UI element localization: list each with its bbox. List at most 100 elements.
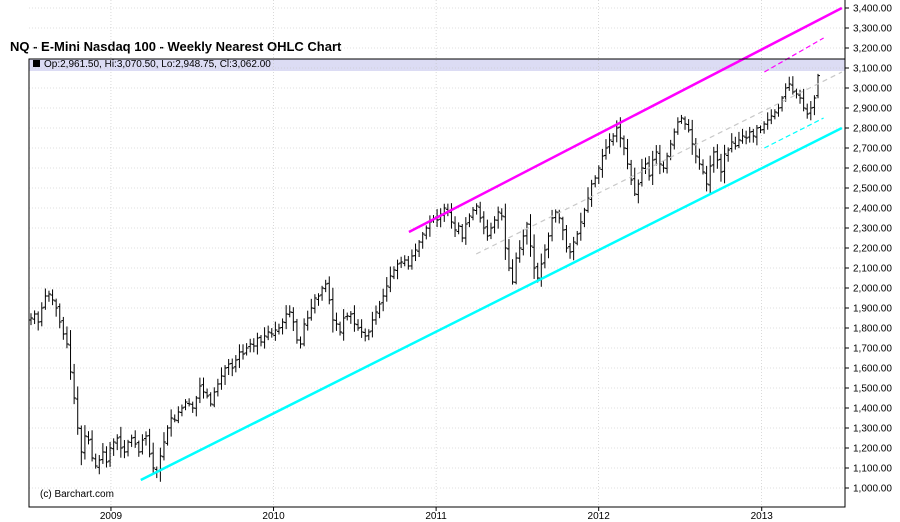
ohlc-bar: [718, 153, 723, 182]
upper-channel-dashed-line: [764, 37, 824, 73]
ohlc-bar: [241, 344, 246, 360]
ohlc-bar: [179, 404, 184, 417]
x-tick-label: 2013: [751, 511, 774, 522]
y-tick-label: 3,200.00: [853, 44, 892, 55]
ohlc-bar: [751, 128, 756, 143]
ohlc-bar: [754, 124, 759, 146]
ohlc-bar: [143, 431, 148, 446]
ohlc-bar: [672, 128, 677, 150]
ohlc-bar: [701, 159, 706, 175]
ohlc-bar: [460, 224, 465, 243]
ohlc-bar: [269, 328, 274, 338]
ohlc-bar: [172, 414, 177, 423]
ohlc-bar: [568, 243, 573, 259]
ohlc-bar: [729, 133, 734, 153]
ohlc-bar: [478, 201, 483, 223]
y-tick-label: 2,200.00: [853, 244, 892, 255]
ohlc-bar: [29, 313, 33, 326]
ohlc-bar: [309, 298, 314, 321]
x-axis-ticks: 2009 2010 2011 2012 2013: [100, 507, 773, 522]
ohlc-bar: [118, 426, 123, 458]
ohlc-bar: [409, 249, 414, 270]
y-tick-label: 1,100.00: [853, 464, 892, 475]
ohlc-bar: [499, 208, 504, 221]
ohlc-bar: [194, 395, 199, 417]
ohlc-bar: [812, 95, 817, 116]
ohlc-bar: [564, 225, 569, 253]
ohlc-bar: [176, 406, 181, 424]
ohlc-bar: [147, 428, 152, 458]
ohlc-bar: [262, 327, 267, 349]
ohlc-bar: [654, 145, 659, 166]
ohlc-bar: [704, 165, 709, 192]
ohlc-bar: [356, 319, 361, 331]
ohlc-bar: [481, 211, 486, 235]
ohlc-bar: [575, 230, 580, 246]
ohlc-bar: [693, 138, 698, 164]
ohlc-bar: [46, 290, 51, 302]
ohlc-bar: [679, 114, 684, 124]
ohlc-bar: [82, 425, 87, 460]
y-tick-label: 1,600.00: [853, 364, 892, 375]
y-tick-label: 2,700.00: [853, 144, 892, 155]
ohlc-bar: [808, 101, 813, 121]
ohlc-bar: [801, 88, 806, 112]
ohlc-bar: [769, 109, 774, 125]
ohlc-bar: [273, 321, 278, 341]
ohlc-bar: [122, 440, 127, 459]
ohlc-bar: [341, 309, 346, 341]
ohlc-bar: [427, 215, 432, 237]
ohlc-bar: [305, 310, 310, 331]
ohlc-bar: [330, 287, 335, 333]
ohlc-bar: [266, 325, 271, 341]
y-tick-label: 1,200.00: [853, 444, 892, 455]
grid-lines: [29, 0, 845, 507]
ohlc-bar: [54, 298, 59, 317]
ohlc-bar: [503, 203, 508, 260]
y-tick-label: 3,300.00: [853, 24, 892, 35]
ohlc-bar: [596, 165, 601, 185]
ohlc-bar: [708, 155, 713, 195]
ohlc-bar: [291, 307, 296, 332]
ohlc-bar: [686, 119, 691, 133]
ohlc-bar: [571, 236, 576, 261]
ohlc-bar: [453, 216, 458, 238]
ohlc-bar: [230, 358, 235, 377]
ohlc-bar: [366, 329, 371, 341]
ohlc-bar: [75, 386, 80, 435]
y-tick-label: 1,000.00: [853, 484, 892, 495]
ohlc-bar: [287, 305, 292, 318]
ohlc-bar: [629, 159, 634, 186]
trend-lines: [140, 6, 843, 482]
ohlc-bar: [632, 167, 637, 197]
ohlc-bar: [161, 432, 166, 461]
ohlc-bar: [463, 217, 468, 245]
ohlc-bar: [578, 212, 583, 241]
ohlc-bar: [258, 335, 263, 347]
ohlc-bar: [675, 117, 680, 135]
ohlc-bar: [747, 126, 752, 143]
ohlc-bar: [338, 321, 343, 336]
ohlc-bar: [456, 222, 461, 235]
y-tick-label: 2,300.00: [853, 224, 892, 235]
ohlc-bar: [780, 95, 785, 112]
ohlc-bar: [316, 293, 321, 306]
ohlc-bar: [496, 206, 501, 229]
ohlc-bar: [126, 439, 131, 457]
ohlc-bar: [140, 434, 145, 455]
ohlc-bar: [244, 343, 249, 356]
ohlc-bar: [550, 209, 555, 242]
ohlc-bar: [603, 139, 608, 160]
y-tick-label: 1,900.00: [853, 304, 892, 315]
ohlc-bar: [381, 288, 386, 312]
ohlc-bar: [280, 318, 285, 335]
ohlc-bar: [467, 213, 472, 228]
ohlc-bar: [320, 285, 325, 301]
ohlc-bar: [542, 244, 547, 269]
ohlc-bar: [517, 240, 522, 263]
ohlc-bar: [187, 398, 192, 407]
ohlc-bar: [90, 430, 95, 462]
ohlc-bar: [772, 109, 777, 120]
ohlc-bar: [532, 234, 537, 279]
